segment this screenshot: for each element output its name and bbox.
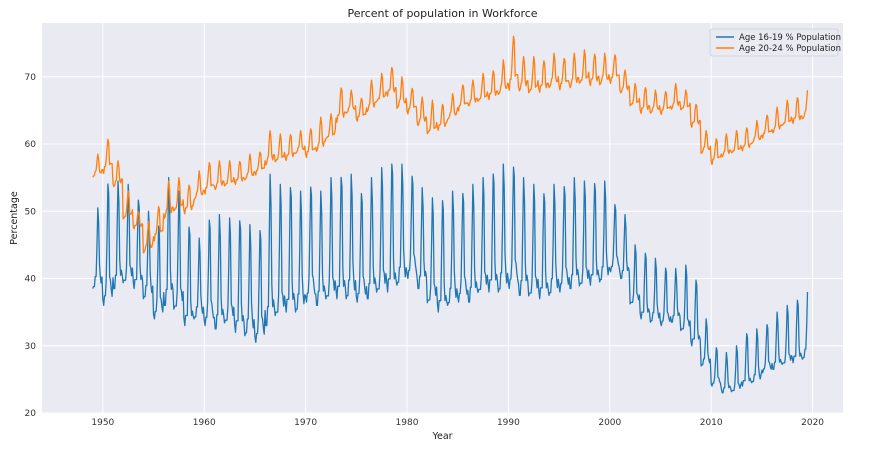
y-tick-label: 20 — [25, 409, 37, 419]
x-axis-label: Year — [431, 431, 452, 442]
x-tick-label: 1990 — [497, 418, 520, 428]
y-tick-label: 60 — [25, 140, 37, 150]
x-tick-label: 2010 — [700, 418, 723, 428]
x-tick-label: 2000 — [598, 418, 621, 428]
legend-entry-age-20-24: Age 20-24 % Population — [739, 44, 841, 54]
y-tick-label: 70 — [25, 73, 37, 83]
x-tick-label: 1970 — [294, 418, 317, 428]
x-tick-label: 2020 — [801, 418, 824, 428]
x-tick-label: 1960 — [193, 418, 216, 428]
x-tick-label: 1950 — [91, 418, 114, 428]
y-axis-label: Percentage — [9, 191, 20, 245]
x-axis-ticks: 1950 1960 1970 1980 1990 2000 2010 2020 — [91, 418, 824, 428]
series-line-age-20-24 — [92, 35, 809, 254]
legend: Age 16-19 % Population Age 20-24 % Popul… — [709, 28, 841, 57]
series-line-age-16-19 — [92, 163, 809, 394]
y-tick-label: 30 — [25, 342, 37, 352]
x-tick-label: 1980 — [396, 418, 419, 428]
series-lines — [92, 35, 809, 394]
y-axis-ticks: 20 30 40 50 60 70 — [25, 73, 37, 419]
legend-box — [709, 28, 839, 57]
chart-title: Percent of population in Workforce — [347, 7, 537, 20]
y-tick-label: 50 — [25, 207, 37, 217]
y-tick-label: 40 — [25, 275, 37, 285]
legend-entry-age-16-19: Age 16-19 % Population — [739, 33, 841, 43]
